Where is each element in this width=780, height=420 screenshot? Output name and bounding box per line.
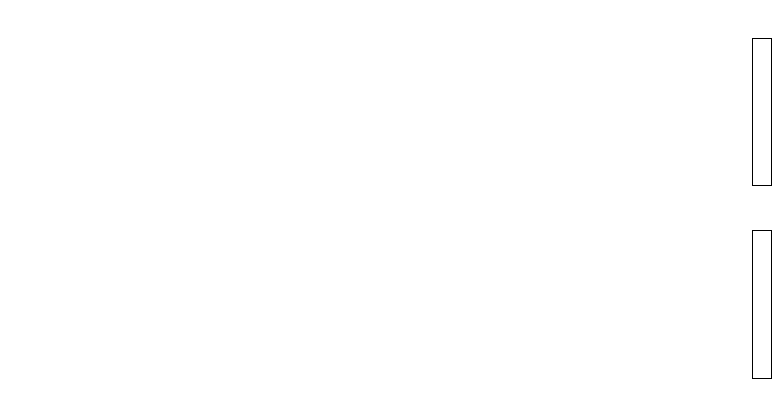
top-y-axis-label [9, 62, 23, 162]
bottom-colorbar [752, 230, 772, 379]
top-colorbar-unit-label [707, 72, 721, 152]
top-colorbar [752, 38, 772, 186]
bottom-y-axis-label [9, 254, 23, 354]
bottom-panel-heatmap [47, 230, 697, 379]
bottom-colorbar-unit-label [707, 264, 721, 344]
top-panel-heatmap [47, 38, 697, 186]
